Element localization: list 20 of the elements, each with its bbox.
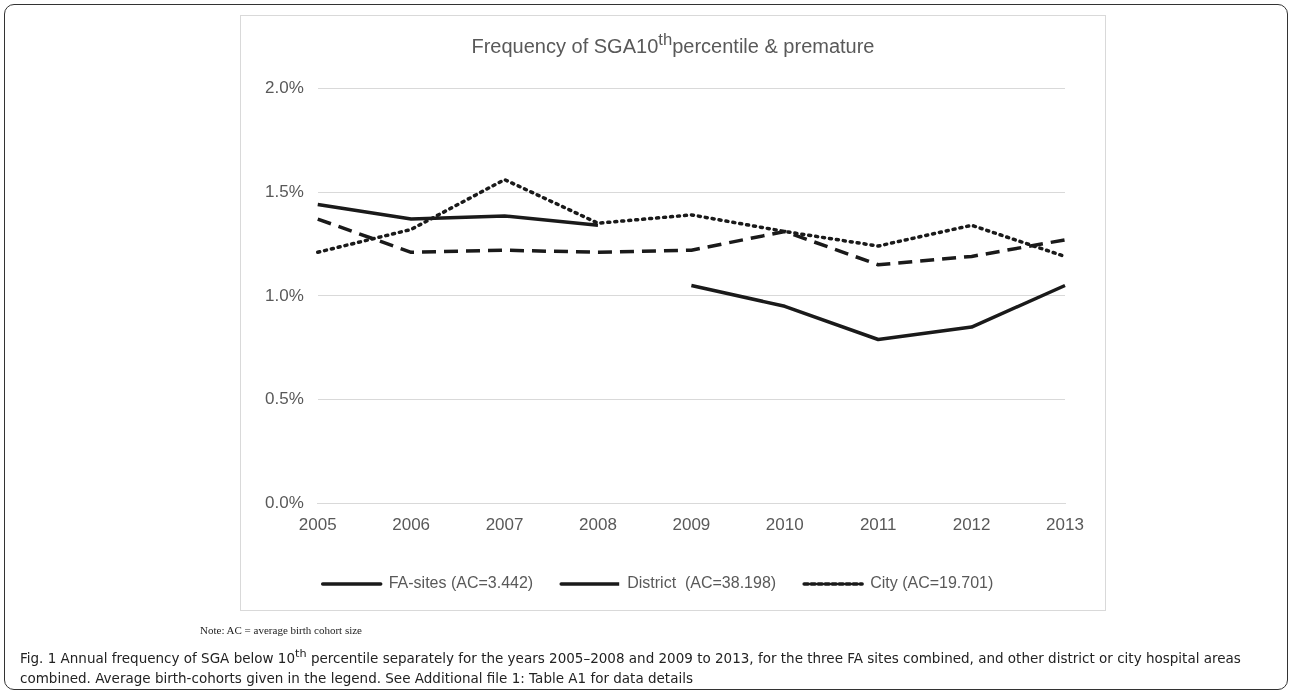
text: Note: AC = average birth cohort size: [200, 624, 362, 636]
y-tick-label: 0.0%: [265, 493, 304, 513]
x-tick-label: 2005: [298, 515, 337, 535]
x-tick-label: 2012: [952, 515, 991, 535]
x-tick-label: 2011: [859, 515, 897, 535]
legend-label: District (AC=38.198): [627, 574, 777, 592]
legend-label: City (AC=19.701): [870, 574, 994, 592]
y-tick-label: 0.5%: [265, 389, 304, 409]
x-tick-label: 2010: [765, 515, 804, 535]
y-tick-label: 1.5%: [265, 181, 304, 201]
caption: Fig. 1 Annual frequency of SGA below 10$^{th}$ percentile separately for the years 2005–2008 and 2009 to 2013, for the three FA sites combined, and other district or city hospital areas combined. Average birth-cohorts given in the legend. See Additional file 1: Table A1 for data details: [20, 646, 1242, 688]
y-tick-label: 1.0%: [265, 285, 304, 305]
y-tick-label: 2.0%: [265, 77, 304, 97]
x-tick-label: 2013: [1046, 515, 1084, 535]
x-tick-label: 2008: [579, 515, 617, 535]
legend-label: FA-sites (AC=3.442): [388, 574, 534, 592]
x-tick-label: 2009: [672, 515, 711, 535]
x-tick-label: 2006: [392, 515, 431, 535]
chart-title: Frequency of SGA10$^{th}$percentile & premature: [470, 30, 876, 58]
x-tick-label: 2007: [485, 515, 524, 535]
